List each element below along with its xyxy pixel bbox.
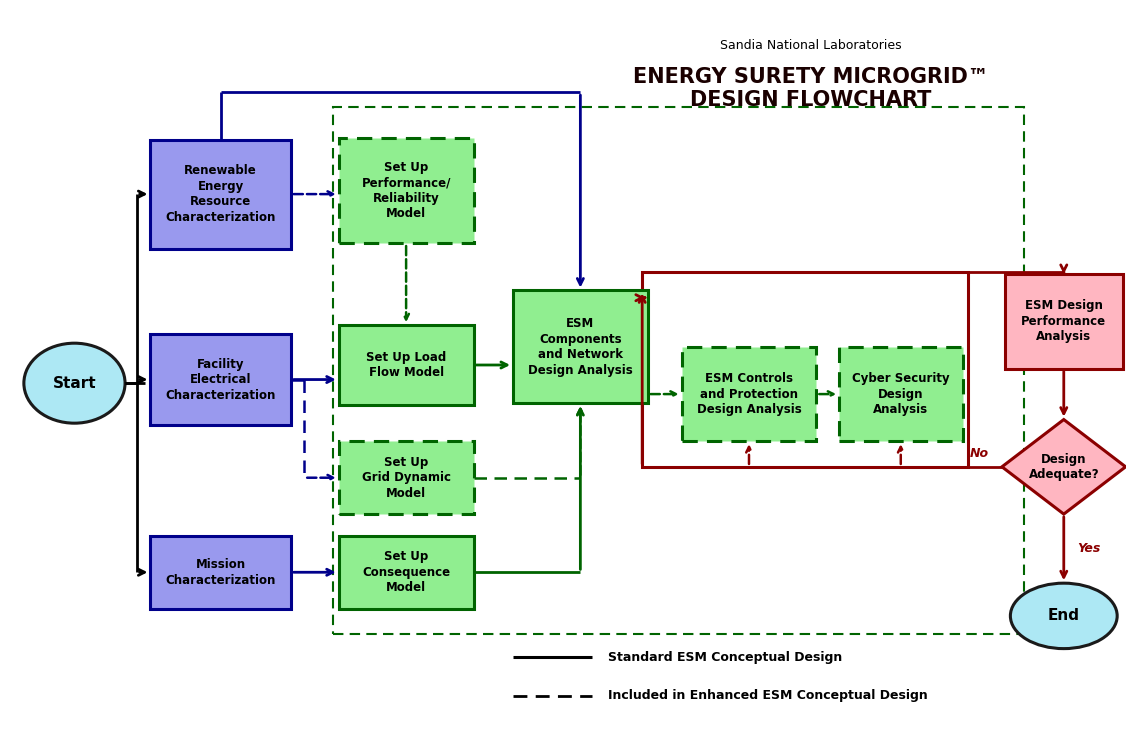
Text: Included in Enhanced ESM Conceptual Design: Included in Enhanced ESM Conceptual Desi… <box>609 689 929 702</box>
Text: Set Up
Performance/
Reliability
Model: Set Up Performance/ Reliability Model <box>362 161 451 220</box>
Text: ENERGY SURETY MICROGRID™
DESIGN FLOWCHART: ENERGY SURETY MICROGRID™ DESIGN FLOWCHAR… <box>633 67 988 110</box>
Text: Cyber Security
Design
Analysis: Cyber Security Design Analysis <box>852 372 950 416</box>
Polygon shape <box>1002 420 1126 514</box>
Text: ESM Design
Performance
Analysis: ESM Design Performance Analysis <box>1021 299 1107 343</box>
Text: ESM
Components
and Network
Design Analysis: ESM Components and Network Design Analys… <box>527 317 632 377</box>
FancyBboxPatch shape <box>682 347 816 442</box>
Ellipse shape <box>24 343 125 423</box>
Text: Design
Adequate?: Design Adequate? <box>1029 453 1099 481</box>
Ellipse shape <box>1011 583 1117 649</box>
FancyBboxPatch shape <box>338 138 473 243</box>
FancyBboxPatch shape <box>1005 274 1122 369</box>
Text: Set Up Load
Flow Model: Set Up Load Flow Model <box>366 350 446 380</box>
FancyBboxPatch shape <box>513 291 648 403</box>
Text: Standard ESM Conceptual Design: Standard ESM Conceptual Design <box>609 651 843 664</box>
FancyBboxPatch shape <box>150 536 291 609</box>
FancyBboxPatch shape <box>150 334 291 425</box>
Text: Mission
Characterization: Mission Characterization <box>166 558 276 586</box>
Text: Set Up
Consequence
Model: Set Up Consequence Model <box>362 550 450 594</box>
FancyBboxPatch shape <box>150 139 291 249</box>
Text: Set Up
Grid Dynamic
Model: Set Up Grid Dynamic Model <box>362 456 451 500</box>
Text: Yes: Yes <box>1077 542 1101 555</box>
Text: Renewable
Energy
Resource
Characterization: Renewable Energy Resource Characterizati… <box>166 164 276 224</box>
Text: Facility
Electrical
Characterization: Facility Electrical Characterization <box>166 358 276 402</box>
FancyBboxPatch shape <box>338 442 473 514</box>
FancyBboxPatch shape <box>838 347 962 442</box>
FancyBboxPatch shape <box>338 536 473 609</box>
Text: Sandia National Laboratories: Sandia National Laboratories <box>720 39 902 52</box>
Text: ESM Controls
and Protection
Design Analysis: ESM Controls and Protection Design Analy… <box>696 372 801 416</box>
FancyBboxPatch shape <box>338 325 473 405</box>
Text: End: End <box>1048 608 1080 623</box>
Text: Start: Start <box>53 376 96 391</box>
Text: No: No <box>969 447 988 460</box>
